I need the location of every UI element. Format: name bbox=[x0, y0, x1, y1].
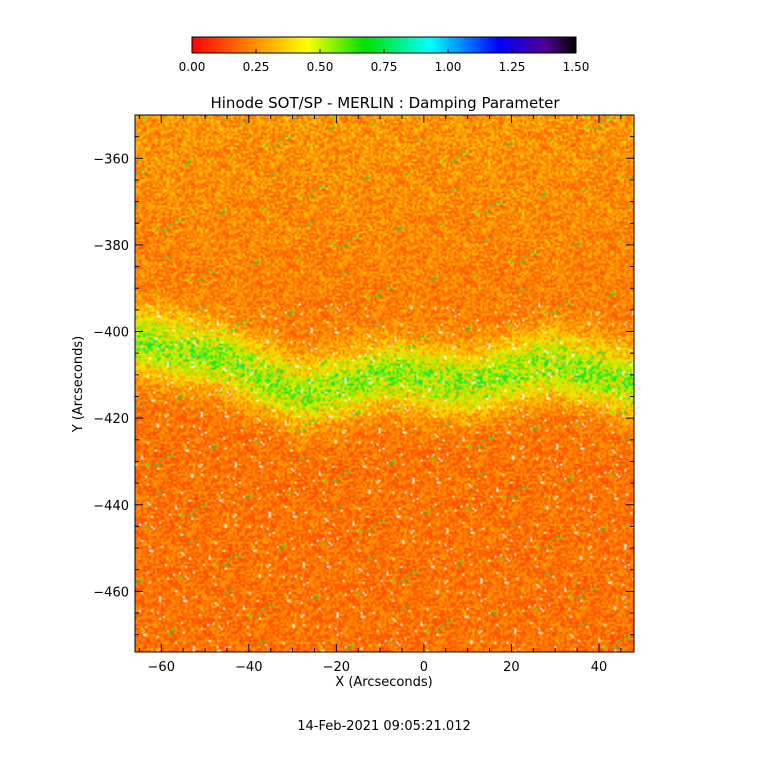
colorbar-tick-label: 0.00 bbox=[179, 60, 206, 74]
colorbar: 0.00 0.25 0.50 0.75 1.00 1.25 1.50 bbox=[179, 36, 590, 74]
colorbar-tick-label: 0.75 bbox=[371, 60, 398, 74]
colorbar-tick-label: 1.50 bbox=[563, 60, 590, 74]
x-tick-label: 0 bbox=[420, 660, 428, 675]
y-axis: −360 −380 −400 −420 −440 −460 bbox=[93, 136, 634, 636]
x-tick-label: −40 bbox=[235, 660, 262, 675]
x-tick-label: −60 bbox=[148, 660, 175, 675]
colorbar-tick-label: 1.00 bbox=[435, 60, 462, 74]
colorbar-tick-label: 0.50 bbox=[307, 60, 334, 74]
colorbar-tick-label: 0.25 bbox=[243, 60, 270, 74]
x-tick-label: 20 bbox=[503, 660, 520, 675]
chart-title: Hinode SOT/SP - MERLIN : Damping Paramet… bbox=[210, 94, 560, 112]
heatmap-image bbox=[135, 115, 634, 652]
x-axis-label: X (Arcseconds) bbox=[335, 675, 432, 690]
x-tick-label: 40 bbox=[591, 660, 608, 675]
x-tick-label: −20 bbox=[323, 660, 350, 675]
y-tick-label: −420 bbox=[93, 412, 129, 427]
colorbar-ticks: 0.00 0.25 0.50 0.75 1.00 1.25 1.50 bbox=[179, 49, 590, 74]
timestamp: 14-Feb-2021 09:05:21.012 bbox=[297, 719, 471, 734]
y-tick-label: −380 bbox=[93, 239, 129, 254]
y-tick-label: −440 bbox=[93, 499, 129, 514]
x-axis: −60 −40 −20 0 20 40 bbox=[138, 115, 622, 675]
plot-frame bbox=[134, 114, 635, 653]
y-tick-label: −400 bbox=[93, 326, 129, 341]
colorbar-tick-label: 1.25 bbox=[499, 60, 526, 74]
y-tick-label: −460 bbox=[93, 585, 129, 600]
y-axis-label: Y (Arcseconds) bbox=[71, 336, 86, 433]
y-tick-label: −360 bbox=[93, 152, 129, 167]
heatmap-plot-area bbox=[135, 115, 634, 652]
